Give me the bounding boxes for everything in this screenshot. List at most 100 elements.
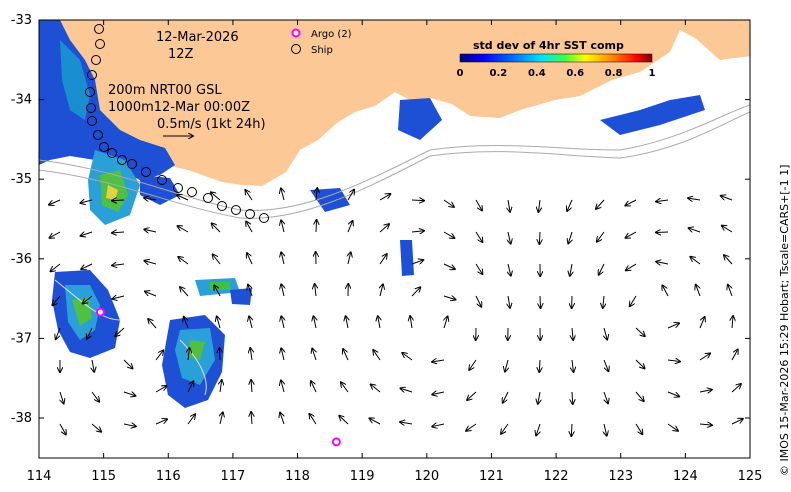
colorbar-title: std dev of 4hr SST comp	[473, 39, 624, 52]
current-vector	[49, 199, 61, 205]
current-vector	[596, 199, 605, 209]
current-vector	[662, 285, 669, 297]
x-tick-label: 117	[220, 469, 245, 484]
ship-marker	[231, 205, 241, 215]
current-vector	[112, 264, 125, 265]
current-vector	[188, 348, 189, 361]
current-vector	[220, 380, 222, 393]
current-vector	[281, 348, 284, 361]
current-vector	[690, 257, 701, 265]
current-vector	[59, 423, 66, 434]
current-vector	[213, 254, 221, 265]
current-vector	[250, 348, 252, 361]
current-vector	[281, 188, 284, 201]
colorbar-tick-label: 1	[649, 68, 656, 79]
current-vector	[568, 231, 572, 243]
current-vector	[87, 327, 93, 339]
map-time: 12Z	[168, 47, 194, 62]
current-vector	[731, 384, 741, 393]
x-tick-label: 116	[156, 469, 181, 484]
current-vector	[538, 199, 540, 212]
current-vector	[144, 261, 157, 264]
current-vector	[315, 284, 316, 297]
current-vector	[187, 414, 195, 425]
ship-marker	[85, 87, 95, 97]
current-vector	[732, 316, 733, 329]
current-vector	[432, 360, 445, 362]
ship-marker	[173, 183, 183, 193]
current-vector	[281, 316, 284, 329]
ship-marker	[86, 103, 96, 113]
current-vector	[604, 327, 607, 340]
ship-legend-label: Ship	[311, 45, 333, 56]
current-vector	[211, 192, 221, 201]
current-vector	[339, 416, 349, 425]
current-vector	[501, 423, 509, 434]
current-vector	[402, 353, 413, 361]
current-vector	[155, 386, 166, 393]
current-vector	[346, 316, 348, 329]
current-vector	[505, 359, 508, 372]
current-vector	[214, 285, 221, 297]
current-vector	[155, 350, 163, 361]
ship-marker	[91, 55, 101, 65]
current-vector	[503, 391, 509, 403]
ship-marker	[87, 70, 97, 80]
current-vector	[599, 263, 605, 275]
current-vector	[378, 316, 380, 329]
current-vector	[635, 359, 645, 368]
current-vector	[667, 323, 679, 329]
current-vector	[539, 359, 540, 372]
current-vector	[604, 391, 608, 403]
current-vector	[411, 260, 423, 265]
current-vectors	[49, 188, 743, 436]
current-vector	[145, 291, 157, 297]
current-vector	[52, 295, 61, 305]
current-vector	[572, 391, 573, 404]
current-vector	[699, 390, 712, 392]
current-vector	[144, 229, 157, 232]
current-vector	[123, 359, 133, 368]
ship-marker	[141, 167, 151, 177]
current-vector	[475, 263, 482, 274]
current-vector	[316, 220, 317, 233]
current-vector	[699, 317, 705, 329]
current-vector	[379, 254, 387, 265]
current-vector	[572, 359, 573, 372]
current-vector	[688, 198, 701, 200]
current-vector	[567, 199, 573, 211]
x-tick-label: 123	[608, 469, 633, 484]
current-vector	[249, 316, 252, 329]
current-vector	[112, 232, 125, 233]
ship-marker	[217, 201, 227, 211]
current-vector	[371, 384, 381, 393]
current-vector	[309, 414, 317, 425]
current-vector	[604, 423, 607, 436]
current-vector	[411, 231, 424, 232]
current-vector	[401, 388, 413, 392]
current-vector	[724, 255, 733, 265]
current-vector	[667, 423, 678, 431]
x-tick-label: 114	[27, 469, 52, 484]
current-vector	[469, 359, 477, 370]
x-tick-label: 115	[91, 469, 116, 484]
ship-marker	[203, 193, 213, 203]
current-vector	[81, 263, 93, 269]
current-vector	[597, 231, 605, 242]
ship-marker	[107, 148, 117, 158]
x-tick-label: 124	[673, 469, 698, 484]
current-vector	[475, 295, 481, 307]
current-vector	[630, 295, 637, 306]
current-vector	[91, 391, 99, 402]
current-vector	[667, 391, 679, 396]
current-vector	[347, 190, 354, 201]
ship-marker	[157, 175, 167, 185]
current-vector	[475, 231, 482, 242]
current-vector	[538, 391, 540, 404]
current-vector	[379, 224, 389, 233]
ship-marker	[99, 142, 109, 152]
current-vector	[212, 223, 221, 233]
current-vector	[625, 199, 637, 206]
ship-marker	[245, 209, 255, 219]
current-vector	[51, 263, 61, 271]
